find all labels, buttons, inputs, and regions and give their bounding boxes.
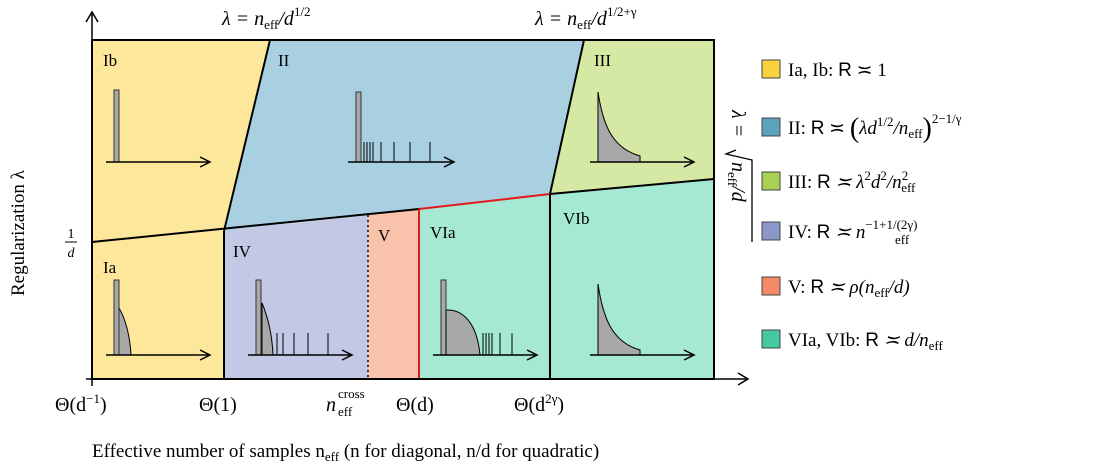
legend-swatch-blue <box>761 117 781 137</box>
label-iv: IV <box>233 242 252 261</box>
legend-item-iii: III: R ≍ λ2d2/n2 eff <box>761 168 916 195</box>
svg-text:Ia, Ib: R ≍ 1: Ia, Ib: R ≍ 1 <box>788 60 887 81</box>
svg-text:IV: R ≍ n−1+1/(2γ): IV: R ≍ n−1+1/(2γ) <box>788 217 918 243</box>
y-axis-arrowhead <box>85 10 99 23</box>
svg-text:neff/d: neff/d <box>725 162 749 203</box>
boundary-ib-ii <box>223 39 271 232</box>
sketch-via <box>433 279 539 361</box>
y-tick-one-over-d: 1 d <box>65 227 77 261</box>
y-axis-label: Regularization λ <box>8 169 29 296</box>
x-tick-d-inverse: Θ(d−1) <box>55 391 107 416</box>
svg-text:d: d <box>68 246 76 261</box>
legend-swatch-orange <box>761 276 781 296</box>
boundary-lambda-one-over-d <box>91 208 420 243</box>
region-ii <box>224 40 584 231</box>
legend-swatch-green <box>761 171 781 191</box>
svg-text:eff: eff <box>895 232 910 247</box>
legend-item-vi: VIa, VIb: R ≍ d/neff <box>761 329 944 353</box>
x-tick-d: Θ(d) <box>396 394 434 416</box>
top-label-right: λ = neff/d1/2+γ <box>534 4 637 32</box>
top-label-left: λ = neff/d1/2 <box>221 4 311 32</box>
sketch-ib <box>106 89 212 168</box>
x-tick-neff-cross: n <box>326 394 336 416</box>
legend-swatch-yellow <box>761 59 781 79</box>
svg-text:II: R ≍ (λd1/2/neff)2−1/γ: II: R ≍ (λd1/2/neff)2−1/γ <box>788 111 962 144</box>
region-iii <box>550 40 714 194</box>
label-via: VIa <box>430 223 456 242</box>
x-tick-d-2gamma: Θ(d2γ) <box>514 391 564 416</box>
sketch-iii <box>590 91 696 168</box>
label-vib: VIb <box>563 209 589 228</box>
legend-item-v: V: R ≍ ρ(neff/d) <box>761 276 910 300</box>
sketch-ii <box>348 91 456 168</box>
legend-item-iv: IV: R ≍ n−1+1/(2γ) eff <box>761 217 918 247</box>
legend-swatch-teal <box>761 329 781 349</box>
legend: Ia, Ib: R ≍ 1 II: R ≍ (λd1/2/neff)2−1/γ … <box>761 59 962 353</box>
label-v: V <box>378 226 391 245</box>
svg-text:VIa, VIb: R ≍ d/neff: VIa, VIb: R ≍ d/neff <box>788 330 944 353</box>
label-ib: Ib <box>103 51 117 70</box>
boundary-ii-iii <box>549 39 585 195</box>
region-ia <box>92 231 224 379</box>
label-ia: Ia <box>103 258 117 277</box>
x-tick-one: Θ(1) <box>199 394 237 416</box>
x-axis-label: Effective number of samples neff (n for … <box>92 441 599 464</box>
region-ib <box>92 40 270 242</box>
boundary-red <box>418 193 551 210</box>
right-boundary-label: λ = neff/d <box>723 109 753 242</box>
region-v <box>368 209 419 379</box>
x-tick-neff-cross-sub: eff <box>338 404 353 419</box>
legend-swatch-purple <box>761 221 781 241</box>
label-ii: II <box>278 51 290 70</box>
label-iii: III <box>594 51 611 70</box>
legend-item-ia-ib: Ia, Ib: R ≍ 1 <box>761 59 887 81</box>
x-tick-neff-cross-sup: cross <box>338 386 365 401</box>
sketch-iv <box>248 279 354 361</box>
legend-item-ii: II: R ≍ (λd1/2/neff)2−1/γ <box>761 111 962 144</box>
svg-text:λ =: λ = <box>727 109 749 137</box>
boundary-iii-vib <box>549 178 715 195</box>
svg-text:1: 1 <box>68 227 75 242</box>
region-vib <box>550 179 714 379</box>
svg-text:V: R ≍ ρ(neff/d): V: R ≍ ρ(neff/d) <box>788 277 910 300</box>
sketch-ia <box>106 279 212 361</box>
x-axis-arrowhead <box>737 372 750 386</box>
sketch-vib <box>590 283 696 361</box>
